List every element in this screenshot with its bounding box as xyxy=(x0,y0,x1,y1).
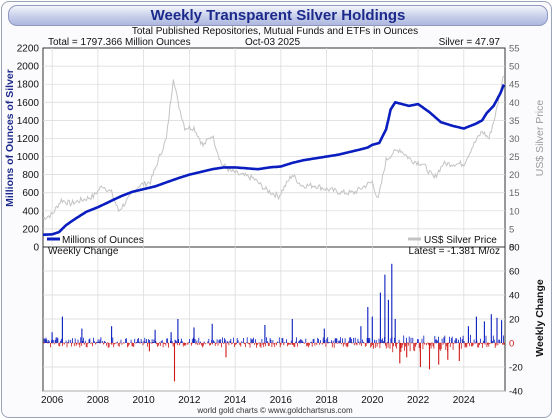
left-axis-title: Millions of Ounces of Silver xyxy=(4,69,16,207)
right-tick-label: 15 xyxy=(509,188,520,199)
right-tick-label: 55 xyxy=(509,44,520,55)
holdings-legend-label: Millions of Ounces xyxy=(62,235,144,246)
x-tick-label: 2018 xyxy=(315,395,338,406)
x-tick-label: 2024 xyxy=(453,395,476,406)
left-tick-label: 1000 xyxy=(17,152,40,163)
x-tick-label: 2016 xyxy=(270,395,293,406)
right-tick-label: 5 xyxy=(509,224,514,235)
left-tick-label: 2200 xyxy=(17,44,40,55)
right-tick-label: 10 xyxy=(509,206,520,217)
right-tick-label: 0 xyxy=(509,243,514,254)
x-tick-label: 2012 xyxy=(178,395,201,406)
left-tick-label: 0 xyxy=(33,243,39,254)
weekly-tick-label: -40 xyxy=(509,387,523,398)
left-tick-label: 1600 xyxy=(17,98,40,109)
chart-title: Weekly Transparent Silver Holdings xyxy=(150,7,406,24)
total-holdings-label: Total = 1797.366 Million Ounces xyxy=(48,37,191,48)
left-tick-label: 1400 xyxy=(17,116,40,127)
silver-price-line xyxy=(42,75,505,221)
x-tick-label: 2006 xyxy=(41,395,64,406)
price-legend-label: US$ Silver Price xyxy=(424,235,497,246)
right-tick-label: 40 xyxy=(509,98,520,109)
footer-credit: world gold charts © www.goldchartsrus.co… xyxy=(196,406,353,415)
weekly-change-title: Weekly Change xyxy=(48,246,119,257)
right-tick-label: 20 xyxy=(509,170,520,181)
weekly-change-axis-title: Weekly Change xyxy=(534,279,546,357)
left-tick-label: 1200 xyxy=(17,134,40,145)
right-tick-label: 35 xyxy=(509,116,520,127)
right-tick-label: 50 xyxy=(509,62,520,73)
date-label: Oct-03 2025 xyxy=(245,37,300,48)
holdings-line xyxy=(42,84,506,237)
silver-price-label: Silver = 47.97 xyxy=(439,37,501,48)
left-tick-label: 800 xyxy=(22,170,39,181)
weekly-tick-label: 60 xyxy=(509,267,520,278)
right-tick-label: 25 xyxy=(509,152,520,163)
holdings-plot-area xyxy=(42,47,506,248)
left-tick-label: 600 xyxy=(22,188,39,199)
x-tick-label: 2020 xyxy=(361,395,384,406)
title-bar: Weekly Transparent Silver Holdings xyxy=(8,5,548,26)
right-axis-title: US$ Silver Price xyxy=(534,100,546,177)
chart-subtitle: Total Published Repositories, Mutual Fun… xyxy=(132,26,418,37)
x-tick-label: 2014 xyxy=(224,395,247,406)
left-tick-label: 2000 xyxy=(17,62,40,73)
weekly-tick-label: -20 xyxy=(509,363,523,374)
x-tick-label: 2010 xyxy=(133,395,156,406)
right-tick-label: 45 xyxy=(509,80,520,91)
x-tick-label: 2022 xyxy=(407,395,430,406)
weekly-tick-label: 40 xyxy=(509,291,520,302)
weekly-tick-label: 0 xyxy=(509,339,514,350)
weekly-tick-label: 20 xyxy=(509,315,520,326)
left-tick-label: 200 xyxy=(22,224,39,235)
right-tick-label: 30 xyxy=(509,134,520,145)
x-tick-label: 2008 xyxy=(87,395,110,406)
left-tick-label: 1800 xyxy=(17,80,40,91)
weekly-tick-label: 80 xyxy=(509,243,520,254)
latest-change-label: Latest = -1.381 M/oz xyxy=(409,246,500,257)
left-tick-label: 400 xyxy=(22,206,39,217)
